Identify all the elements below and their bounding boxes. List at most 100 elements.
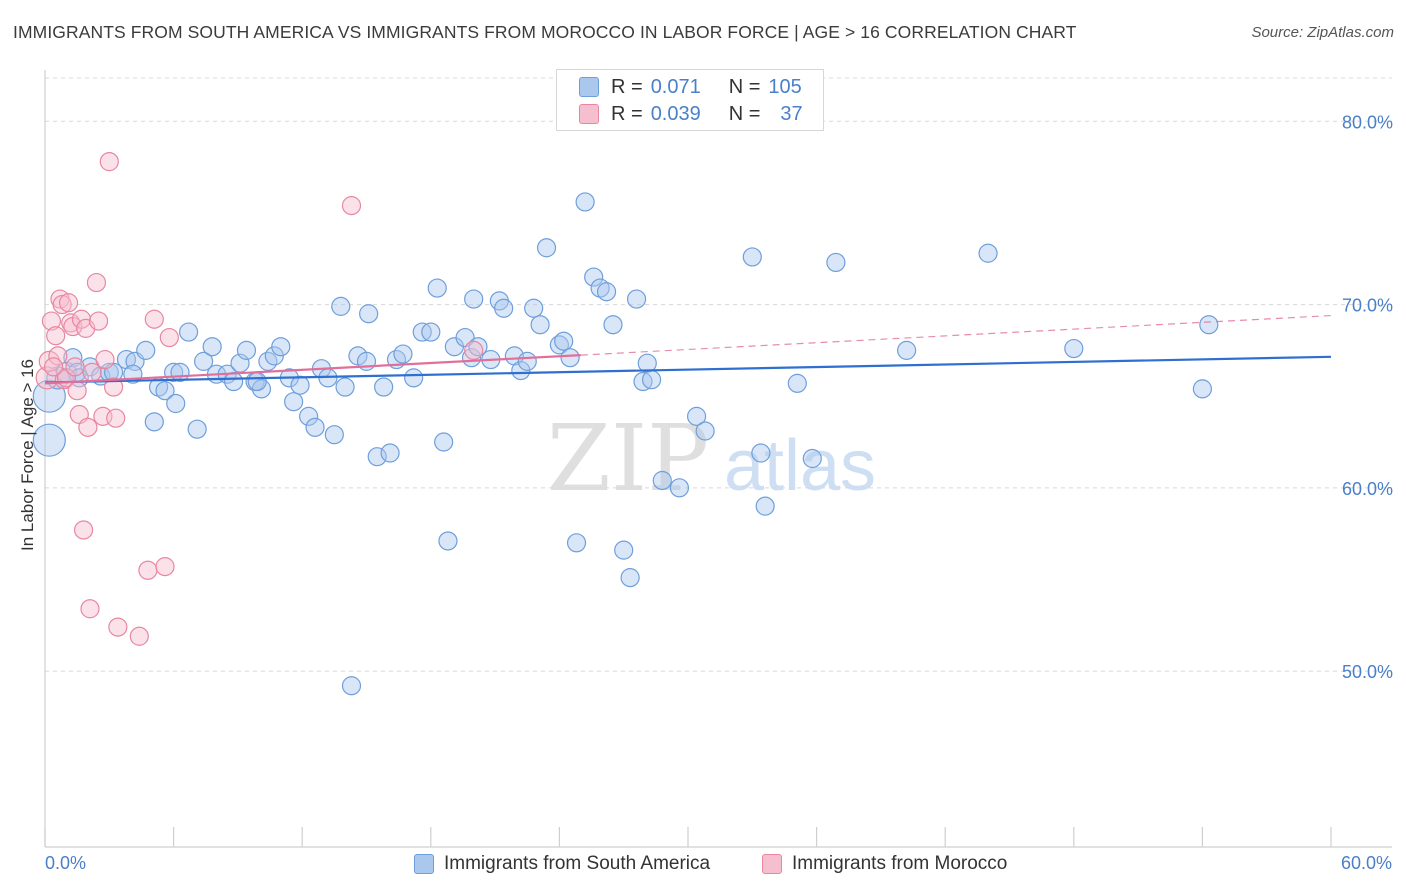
point-south-america xyxy=(626,289,647,309)
point-south-america xyxy=(427,278,447,298)
point-morocco xyxy=(80,599,100,619)
point-south-america xyxy=(897,340,917,360)
point-south-america xyxy=(367,447,387,467)
point-south-america xyxy=(155,381,175,401)
point-morocco xyxy=(71,309,92,329)
legend-n-value: 105 xyxy=(768,75,802,98)
point-south-america xyxy=(575,192,595,212)
point-south-america xyxy=(341,676,362,696)
point-morocco xyxy=(106,408,126,428)
point-south-america xyxy=(202,337,222,357)
legend-n-label: N = xyxy=(728,102,761,125)
point-south-america xyxy=(359,304,379,324)
point-south-america xyxy=(614,540,634,560)
point-morocco xyxy=(138,560,158,580)
point-south-america xyxy=(826,252,846,273)
point-south-america xyxy=(247,371,267,392)
point-south-america xyxy=(136,340,156,360)
point-south-america xyxy=(393,344,413,364)
point-south-america xyxy=(560,348,580,368)
point-south-america xyxy=(194,351,214,371)
legend-swatch-blue xyxy=(579,77,599,97)
point-morocco xyxy=(86,272,107,293)
point-morocco xyxy=(464,340,484,360)
point-south-america xyxy=(584,267,604,287)
y-tick-label: 80.0% xyxy=(1342,112,1393,132)
point-morocco xyxy=(41,311,62,331)
point-south-america xyxy=(187,419,207,439)
bottom-legend-morocco: Immigrants from Morocco xyxy=(762,851,1007,877)
point-south-america xyxy=(236,340,257,360)
point-south-america xyxy=(374,377,394,397)
point-south-america xyxy=(669,478,690,498)
point-south-america xyxy=(438,531,458,551)
point-morocco xyxy=(99,152,119,172)
point-south-america xyxy=(755,496,775,516)
x-tick-label-min: 0.0% xyxy=(45,853,86,873)
point-south-america xyxy=(1064,338,1084,359)
point-south-america xyxy=(144,412,164,432)
point-morocco xyxy=(67,381,87,401)
point-morocco xyxy=(78,417,98,437)
y-tick-label: 50.0% xyxy=(1342,662,1393,682)
grid-lines xyxy=(45,77,1392,672)
stats-legend: R = 0.071 N = 105 R = 0.039 N = 37 xyxy=(556,69,824,131)
point-south-america xyxy=(652,470,672,491)
point-south-america xyxy=(517,351,537,371)
point-south-america xyxy=(802,448,822,469)
watermark: ZIP atlas xyxy=(547,405,876,512)
point-south-america xyxy=(299,406,319,426)
legend-swatch-pink xyxy=(579,104,599,124)
point-south-america xyxy=(434,432,454,452)
point-morocco xyxy=(103,377,124,397)
trend-line-morocco-extension xyxy=(580,314,1332,356)
bottom-legend-swatch-pink xyxy=(762,854,782,874)
point-south-america xyxy=(590,278,610,298)
point-south-america xyxy=(284,392,304,412)
bottom-legend-label: Immigrants from Morocco xyxy=(792,853,1008,874)
point-morocco xyxy=(73,520,94,540)
point-south-america xyxy=(751,443,771,463)
legend-r-value: 0.071 xyxy=(650,75,701,98)
point-south-america xyxy=(421,322,441,342)
point-south-america xyxy=(787,373,807,393)
point-morocco xyxy=(144,309,164,329)
point-morocco xyxy=(129,626,149,646)
point-south-america xyxy=(32,423,66,457)
legend-r-label: R = xyxy=(611,75,643,98)
point-south-america xyxy=(596,282,617,302)
legend-n-label: N = xyxy=(728,75,761,98)
legend-row-morocco: R = 0.039 N = 37 xyxy=(557,101,803,127)
point-south-america xyxy=(179,322,199,342)
trend-line-south-america xyxy=(44,355,1332,384)
point-south-america xyxy=(271,337,291,357)
point-south-america xyxy=(566,533,587,553)
point-south-america xyxy=(536,238,557,258)
watermark-atlas: atlas xyxy=(724,426,876,506)
y-tick-label: 70.0% xyxy=(1342,296,1393,316)
point-south-america xyxy=(1192,379,1213,399)
point-south-america xyxy=(641,370,662,390)
point-morocco xyxy=(48,346,68,366)
point-south-america xyxy=(554,331,574,351)
point-south-america xyxy=(464,289,484,309)
point-south-america xyxy=(166,393,186,414)
axes xyxy=(44,70,1392,848)
point-morocco xyxy=(82,362,102,382)
legend-n-value: 37 xyxy=(780,102,803,125)
point-south-america xyxy=(335,377,355,397)
point-south-america xyxy=(404,368,424,388)
point-south-america xyxy=(603,315,623,335)
source-credit: Source: ZipAtlas.com xyxy=(1251,24,1394,41)
point-south-america xyxy=(742,247,762,267)
point-south-america xyxy=(695,421,715,441)
chart-title: IMMIGRANTS FROM SOUTH AMERICA VS IMMIGRA… xyxy=(13,22,1077,42)
point-south-america xyxy=(324,425,344,445)
point-south-america xyxy=(331,296,351,316)
point-south-america xyxy=(224,371,244,392)
bottom-legend-label: Immigrants from South America xyxy=(444,853,711,874)
point-morocco xyxy=(95,349,115,370)
point-south-america xyxy=(305,417,325,437)
point-south-america xyxy=(1199,315,1219,335)
trend-line-morocco xyxy=(44,354,581,385)
